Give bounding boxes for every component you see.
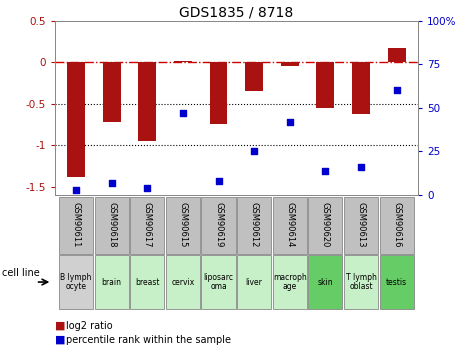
Point	[393, 88, 400, 93]
Text: T lymph
oblast: T lymph oblast	[346, 273, 377, 292]
Bar	[59, 255, 93, 309]
Text: GSM90612: GSM90612	[250, 203, 258, 248]
Bar	[174, 60, 192, 62]
Bar	[201, 255, 236, 309]
Text: GSM90616: GSM90616	[392, 203, 401, 248]
Bar	[344, 255, 378, 309]
Bar	[273, 255, 307, 309]
Bar	[138, 62, 156, 141]
Bar	[344, 197, 378, 254]
Bar	[380, 197, 414, 254]
Bar	[245, 62, 263, 91]
Text: testis: testis	[386, 277, 407, 287]
Point	[215, 178, 222, 184]
Bar	[308, 197, 342, 254]
Text: GSM90613: GSM90613	[357, 203, 365, 248]
Bar	[237, 197, 271, 254]
Bar	[316, 62, 334, 108]
Bar	[95, 255, 129, 309]
Title: GDS1835 / 8718: GDS1835 / 8718	[179, 6, 294, 20]
Point	[108, 180, 115, 186]
Bar	[166, 197, 200, 254]
Text: macroph
age: macroph age	[273, 273, 307, 292]
Text: breast: breast	[135, 277, 160, 287]
Text: liposarc
oma: liposarc oma	[203, 273, 234, 292]
Text: GSM90611: GSM90611	[72, 203, 80, 248]
Text: B lymph
ocyte: B lymph ocyte	[60, 273, 92, 292]
Point	[250, 149, 258, 154]
Point	[357, 164, 365, 170]
Text: ■: ■	[55, 321, 65, 331]
Bar	[388, 48, 406, 62]
Bar	[59, 197, 93, 254]
Bar	[201, 197, 236, 254]
Bar	[237, 255, 271, 309]
Point	[72, 187, 80, 193]
Bar	[273, 197, 307, 254]
Bar	[67, 62, 85, 177]
Text: GSM90615: GSM90615	[179, 203, 187, 248]
Point	[322, 168, 329, 173]
Bar	[281, 62, 299, 66]
Bar	[95, 197, 129, 254]
Text: log2 ratio: log2 ratio	[66, 321, 113, 331]
Point	[286, 119, 294, 125]
Text: ■: ■	[55, 335, 65, 345]
Text: GSM90614: GSM90614	[285, 203, 294, 248]
Point	[143, 185, 151, 191]
Bar	[166, 255, 200, 309]
Bar	[209, 62, 228, 125]
Text: GSM90619: GSM90619	[214, 203, 223, 248]
Text: GSM90617: GSM90617	[143, 203, 152, 248]
Text: percentile rank within the sample: percentile rank within the sample	[66, 335, 231, 345]
Bar	[352, 62, 370, 114]
Text: brain: brain	[102, 277, 122, 287]
Text: GSM90620: GSM90620	[321, 203, 330, 248]
Bar	[380, 255, 414, 309]
Text: liver: liver	[246, 277, 263, 287]
Text: skin: skin	[318, 277, 333, 287]
Text: cervix: cervix	[171, 277, 194, 287]
Point	[179, 110, 187, 116]
Bar	[103, 62, 121, 122]
Text: cell line: cell line	[2, 268, 40, 278]
Bar	[308, 255, 342, 309]
Bar	[130, 197, 164, 254]
Bar	[130, 255, 164, 309]
Text: GSM90618: GSM90618	[107, 203, 116, 248]
